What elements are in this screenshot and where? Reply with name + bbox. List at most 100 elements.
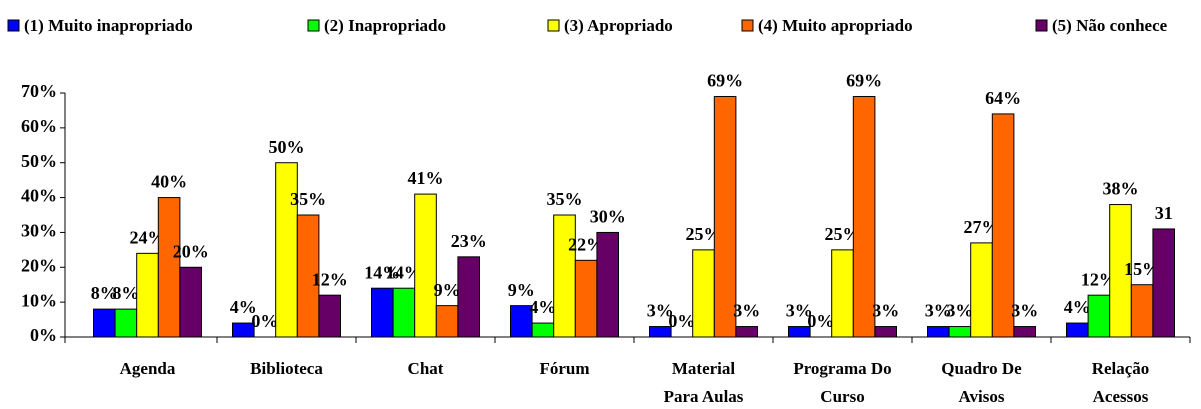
y-tick-label: 70% bbox=[21, 81, 57, 101]
bar bbox=[136, 252, 159, 338]
legend-label: (2) Inapropriado bbox=[324, 16, 446, 35]
legend-swatch bbox=[7, 19, 20, 32]
bar bbox=[232, 322, 255, 338]
bar bbox=[927, 326, 950, 338]
legend-swatch bbox=[547, 19, 560, 32]
x-tick-label: Curso bbox=[820, 387, 864, 406]
value-label: 9% bbox=[434, 280, 461, 300]
value-label: 23% bbox=[451, 231, 487, 251]
y-tick-label: 10% bbox=[21, 290, 57, 310]
value-label: 3% bbox=[925, 301, 952, 321]
value-label: 14% bbox=[364, 262, 400, 282]
value-label: 9% bbox=[508, 280, 535, 300]
value-label: 0% bbox=[251, 311, 278, 331]
legend-label: (3) Apropriado bbox=[564, 16, 673, 35]
value-label: 3% bbox=[733, 301, 760, 321]
x-tick-label: Biblioteca bbox=[250, 359, 323, 378]
value-label: 38% bbox=[1103, 179, 1139, 199]
x-tick-label: Chat bbox=[408, 359, 444, 378]
bar bbox=[574, 259, 598, 338]
value-label: 31 bbox=[1155, 203, 1173, 223]
bar bbox=[831, 249, 854, 338]
value-label: 20% bbox=[173, 241, 209, 261]
value-label: 41% bbox=[408, 168, 444, 188]
bar bbox=[179, 266, 202, 338]
value-label: 27% bbox=[964, 217, 1000, 237]
bar bbox=[296, 214, 320, 338]
legend-swatch bbox=[1035, 19, 1048, 32]
x-tick-label: Quadro De bbox=[941, 359, 1022, 378]
bar bbox=[970, 242, 993, 338]
bar bbox=[1013, 326, 1037, 338]
value-label: 4% bbox=[1064, 297, 1091, 317]
bar bbox=[649, 326, 672, 338]
bar bbox=[1109, 204, 1132, 338]
legend-label: (1) Muito inapropriado bbox=[24, 16, 193, 35]
bar bbox=[788, 326, 811, 338]
value-label: 12% bbox=[312, 269, 348, 289]
bar bbox=[596, 231, 620, 338]
legend-label: (4) Muito apropriado bbox=[758, 16, 913, 35]
y-tick-label: 40% bbox=[21, 186, 57, 206]
bar bbox=[991, 113, 1015, 338]
bar bbox=[1130, 284, 1154, 338]
value-label: 40% bbox=[151, 172, 187, 192]
x-tick-label: Material bbox=[672, 359, 736, 378]
bar bbox=[371, 287, 394, 338]
value-label: 4% bbox=[230, 297, 257, 317]
y-tick-label: 30% bbox=[21, 221, 57, 241]
value-label: 24% bbox=[130, 227, 166, 247]
value-label: 69% bbox=[707, 71, 743, 91]
bar bbox=[553, 214, 576, 338]
value-label: 30% bbox=[590, 207, 626, 227]
bar bbox=[457, 256, 480, 338]
x-tick-label: Programa Do bbox=[793, 359, 891, 378]
bar bbox=[1152, 228, 1176, 338]
x-tick-label: Para Aulas bbox=[664, 387, 744, 406]
bar bbox=[318, 294, 341, 338]
value-label: 8% bbox=[91, 283, 118, 303]
bar bbox=[435, 305, 459, 338]
value-label: 14% bbox=[386, 262, 422, 282]
bar bbox=[713, 95, 737, 338]
bar bbox=[157, 197, 181, 338]
value-label: 69% bbox=[846, 71, 882, 91]
legend-swatch bbox=[741, 19, 754, 32]
x-tick-label: Relação bbox=[1092, 359, 1150, 378]
bar bbox=[510, 305, 533, 338]
value-label: 4% bbox=[529, 297, 556, 317]
value-label: 35% bbox=[547, 189, 583, 209]
bar bbox=[1087, 294, 1111, 338]
x-tick-label: Agenda bbox=[120, 359, 176, 378]
value-label: 0% bbox=[807, 311, 834, 331]
y-tick-label: 0% bbox=[30, 325, 57, 345]
bar bbox=[392, 287, 416, 338]
bar bbox=[874, 326, 898, 338]
x-tick-label: Fórum bbox=[539, 359, 589, 378]
bar bbox=[1066, 322, 1089, 338]
value-label: 35% bbox=[290, 189, 326, 209]
legend-swatch bbox=[307, 19, 320, 32]
value-label: 25% bbox=[825, 224, 861, 244]
bar bbox=[93, 308, 116, 338]
bar bbox=[114, 308, 138, 338]
bar bbox=[735, 326, 759, 338]
value-label: 50% bbox=[269, 137, 305, 157]
value-label: 3% bbox=[1011, 301, 1038, 321]
value-label: 3% bbox=[786, 301, 813, 321]
value-label: 25% bbox=[686, 224, 722, 244]
bar bbox=[692, 249, 715, 338]
value-label: 3% bbox=[946, 301, 973, 321]
x-tick-label: Acessos bbox=[1093, 387, 1149, 406]
bar bbox=[852, 95, 876, 338]
x-tick-label: Avisos bbox=[959, 387, 1005, 406]
legend-label: (5) Não conhece bbox=[1052, 16, 1168, 35]
bar bbox=[414, 193, 437, 338]
value-label: 8% bbox=[112, 283, 139, 303]
value-label: 12% bbox=[1081, 269, 1117, 289]
value-label: 64% bbox=[985, 88, 1021, 108]
bar bbox=[948, 326, 972, 338]
value-label: 3% bbox=[872, 301, 899, 321]
y-tick-label: 60% bbox=[21, 116, 57, 136]
